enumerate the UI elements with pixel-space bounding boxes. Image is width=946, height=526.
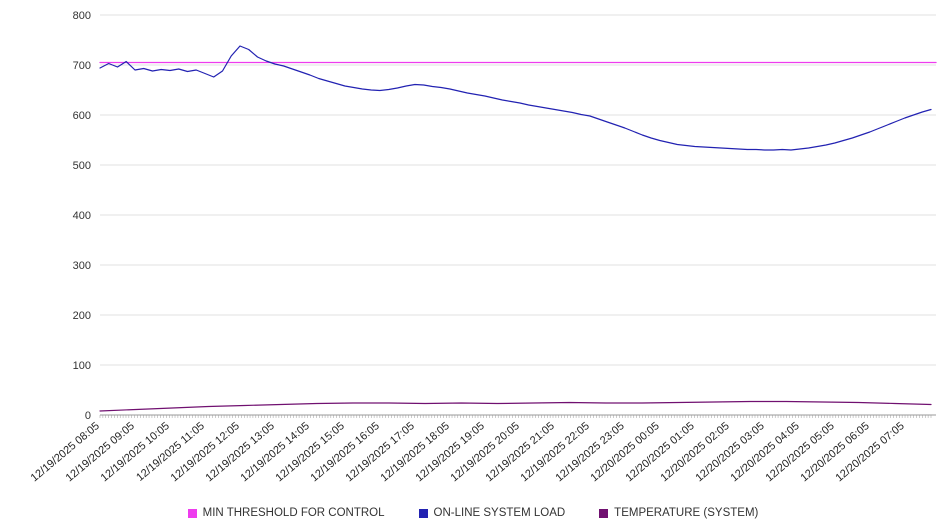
series-line-on-line-system-load — [99, 45, 932, 151]
y-axis-label: 700 — [73, 60, 91, 72]
legend-label-temperature-system: TEMPERATURE (SYSTEM) — [614, 507, 759, 519]
legend-item-temperature-system[interactable]: TEMPERATURE (SYSTEM) — [599, 507, 758, 519]
y-axis-label: 400 — [73, 210, 91, 222]
legend-swatch-temperature-system-icon — [599, 508, 609, 518]
y-axis-label: 100 — [73, 360, 91, 372]
chart-legend: MIN THRESHOLD FOR CONTROL ON-LINE SYSTEM… — [0, 507, 946, 519]
y-axis-label: 0 — [85, 410, 91, 422]
legend-item-online-system-load[interactable]: ON-LINE SYSTEM LOAD — [418, 507, 566, 519]
legend-item-min-threshold-for-control[interactable]: MIN THRESHOLD FOR CONTROL — [187, 507, 385, 519]
legend-label-online-system-load: ON-LINE SYSTEM LOAD — [433, 507, 566, 519]
y-axis-label: 800 — [73, 10, 91, 22]
legend-swatch-online-system-load-icon — [418, 508, 428, 518]
y-axis-label: 300 — [73, 260, 91, 272]
series-line-temperature-system — [99, 400, 932, 412]
y-axis-label: 500 — [73, 160, 91, 172]
legend-swatch-min-threshold-icon — [187, 508, 197, 518]
y-axis-label: 600 — [73, 110, 91, 122]
y-axis-label: 200 — [73, 310, 91, 322]
legend-label-min-threshold: MIN THRESHOLD FOR CONTROL — [202, 507, 385, 519]
